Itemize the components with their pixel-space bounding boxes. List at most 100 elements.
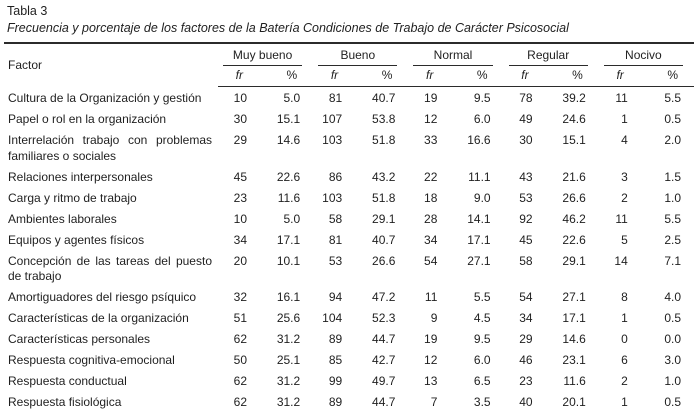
fr-value-cell: 30 — [519, 133, 533, 147]
pct-value-cell: 21.6 — [562, 169, 586, 184]
fr-value-cell: 58 — [519, 253, 533, 268]
fr-value-cell: 12 — [424, 112, 438, 126]
fr-value-cell: 62 — [233, 395, 247, 409]
subheader-pct-2: % — [449, 66, 504, 87]
table-row: Carga y ritmo de trabajo 23 11.6 103 51.8 18 9… — [4, 188, 694, 209]
pct-value-cell: 5.0 — [283, 211, 301, 226]
fr-value-cell: 103 — [322, 133, 343, 147]
pct-value-cell: 0.0 — [664, 332, 681, 346]
fr-value-cell: 50 — [233, 353, 247, 367]
fr-value-cell: 18 — [424, 190, 438, 205]
fr-value-cell: 34 — [519, 311, 533, 325]
pct-value-cell: 44.7 — [372, 332, 396, 346]
pct-value-cell: 51.8 — [372, 133, 396, 147]
fr-value-cell: 3 — [621, 169, 628, 184]
pct-value-cell: 17.1 — [276, 232, 301, 247]
table-row: Relaciones interpersonales 45 22.6 86 43.2 22… — [4, 167, 694, 188]
subheader-pct-3: % — [544, 66, 599, 87]
pct-value-cell: 14.6 — [562, 332, 586, 346]
factor-cell: Ambientes laborales — [8, 211, 117, 226]
fr-value-cell: 1 — [621, 311, 628, 325]
fr-value-cell: 34 — [233, 232, 247, 247]
pct-value-cell: 47.2 — [372, 290, 396, 304]
fr-value-cell: 10 — [233, 91, 247, 105]
fr-value-cell: 104 — [322, 311, 343, 325]
fr-value-cell: 99 — [328, 374, 343, 388]
group-header-bueno: Bueno — [313, 43, 408, 66]
pct-value-cell: 0.5 — [664, 112, 681, 126]
fr-value-cell: 30 — [233, 112, 247, 126]
group-header-row: Factor Muy bueno Bueno Normal Regular Nocivo — [4, 43, 694, 72]
pct-value-cell: 53.8 — [372, 112, 396, 126]
fr-value-cell: 62 — [233, 332, 247, 346]
pct-value-cell: 14.6 — [276, 133, 301, 147]
table-header: Factor Muy bueno Bueno Normal Regular Nocivo… — [4, 43, 694, 87]
table-row: Respuesta fisiológica 62 31.2 89 44.7 7 3.5 40 2… — [4, 392, 694, 412]
pct-value-cell: 23.1 — [562, 353, 586, 367]
fr-value-cell: 32 — [233, 290, 247, 304]
pct-value-cell: 14.1 — [467, 211, 491, 226]
factor-cell: Cultura de la Organización y gestión — [8, 90, 202, 105]
pct-value-cell: 9.5 — [473, 332, 491, 346]
pct-value-cell: 27.1 — [467, 253, 491, 268]
fr-value-cell: 29 — [233, 133, 247, 147]
fr-value-cell: 2 — [621, 190, 628, 205]
fr-value-cell: 11 — [424, 290, 438, 304]
pct-value-cell: 20.1 — [562, 395, 586, 409]
fr-value-cell: 33 — [424, 133, 438, 147]
pct-value-cell: 1.0 — [664, 374, 681, 388]
table-row: Ambientes laborales 10 5.0 58 29.1 28 14.1 92 46… — [4, 209, 694, 230]
pct-value-cell: 11.6 — [563, 374, 586, 388]
fr-value-cell: 78 — [519, 91, 533, 105]
fr-value-cell: 12 — [424, 353, 438, 367]
pct-value-cell: 43.2 — [372, 169, 396, 184]
pct-value-cell: 6.0 — [473, 112, 491, 126]
subheader-fr-4: fr — [598, 66, 640, 87]
table-row: Papel o rol en la organización 30 15.1 107 5… — [4, 109, 694, 130]
table-row: Amortiguadores del riesgo psíquico 32 16.1… — [4, 287, 694, 308]
pct-value-cell: 46.2 — [562, 211, 586, 226]
pct-value-cell: 11.6 — [277, 190, 301, 205]
fr-value-cell: 4 — [621, 133, 628, 147]
fr-value-cell: 19 — [424, 91, 438, 105]
group-label: Muy bueno — [223, 47, 303, 66]
table-caption: Tabla 3 Frecuencia y porcentaje de los f… — [0, 0, 698, 37]
pct-value-cell: 0.5 — [664, 395, 681, 409]
pct-value-cell: 9.0 — [473, 190, 491, 205]
pct-value-cell: 24.6 — [562, 112, 586, 126]
fr-value-cell: 9 — [430, 311, 438, 325]
factor-cell: Amortiguadores del riesgo psíquico — [8, 290, 197, 304]
factor-cell: Respuesta cognitiva-emocional — [8, 353, 175, 367]
pct-value-cell: 16.1 — [276, 290, 301, 304]
factor-cell: Características personales — [8, 332, 151, 346]
table-row: Cultura de la Organización y gestión 10 5.… — [4, 87, 694, 110]
table-number: Tabla 3 — [7, 4, 48, 18]
subheader-fr-2: fr — [408, 66, 450, 87]
pct-value-cell: 1.5 — [664, 169, 681, 184]
pct-value-cell: 31.2 — [276, 332, 301, 346]
pct-value-cell: 51.8 — [372, 190, 396, 205]
table-body: Cultura de la Organización y gestión 10 5.… — [4, 87, 694, 412]
fr-value-cell: 89 — [328, 332, 343, 346]
fr-value-cell: 49 — [519, 112, 533, 126]
pct-value-cell: 9.5 — [473, 91, 491, 105]
pct-value-cell: 5.5 — [664, 211, 681, 226]
pct-value-cell: 10.1 — [276, 253, 301, 268]
fr-value-cell: 53 — [519, 190, 533, 205]
fr-value-cell: 23 — [233, 190, 247, 205]
pct-value-cell: 52.3 — [372, 311, 396, 325]
fr-value-cell: 86 — [328, 169, 343, 184]
pct-value-cell: 49.7 — [372, 374, 396, 388]
fr-value-cell: 0 — [621, 332, 628, 346]
pct-value-cell: 5.5 — [473, 290, 491, 304]
pct-value-cell: 15.1 — [276, 112, 301, 126]
pct-value-cell: 22.6 — [276, 169, 301, 184]
factor-cell: Equipos y agentes físicos — [8, 232, 145, 247]
fr-value-cell: 89 — [328, 395, 343, 409]
fr-value-cell: 11 — [615, 91, 628, 105]
group-header-normal: Normal — [408, 43, 503, 66]
subheader-fr-1: fr — [313, 66, 355, 87]
fr-value-cell: 8 — [621, 290, 628, 304]
subheader-pct-4: % — [639, 66, 694, 87]
